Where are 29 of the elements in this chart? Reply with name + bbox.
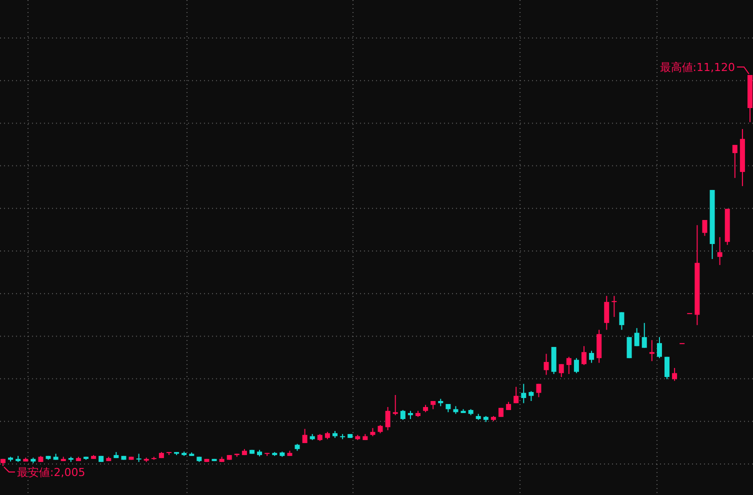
candlestick — [664, 356, 670, 380]
candlestick — [574, 358, 579, 374]
candlestick — [604, 295, 610, 330]
candlestick — [514, 386, 519, 404]
candlestick — [521, 383, 526, 404]
candlestick — [656, 336, 662, 359]
candlestick — [302, 428, 308, 444]
candlestick — [702, 219, 708, 236]
candlestick — [400, 410, 406, 420]
candlestick — [634, 328, 640, 347]
candlestick — [544, 353, 549, 376]
candlestick — [649, 340, 654, 362]
candlestick — [385, 406, 390, 431]
candlestick — [589, 350, 594, 364]
candlestick — [642, 322, 647, 348]
candlestick — [558, 364, 564, 378]
candlestick — [392, 394, 398, 416]
candlestick — [612, 295, 617, 318]
text: 最安値:2,005 — [17, 466, 86, 479]
candlestick — [717, 236, 722, 266]
text: 最高値:11,120 — [660, 61, 735, 74]
candlestick — [626, 336, 632, 359]
candlestick — [582, 346, 586, 366]
candlestick — [536, 383, 542, 398]
candlestick — [732, 144, 738, 178]
candlestick — [528, 390, 534, 402]
candlestick — [619, 312, 624, 330]
candlestick — [672, 367, 678, 382]
candlestick — [566, 356, 572, 374]
